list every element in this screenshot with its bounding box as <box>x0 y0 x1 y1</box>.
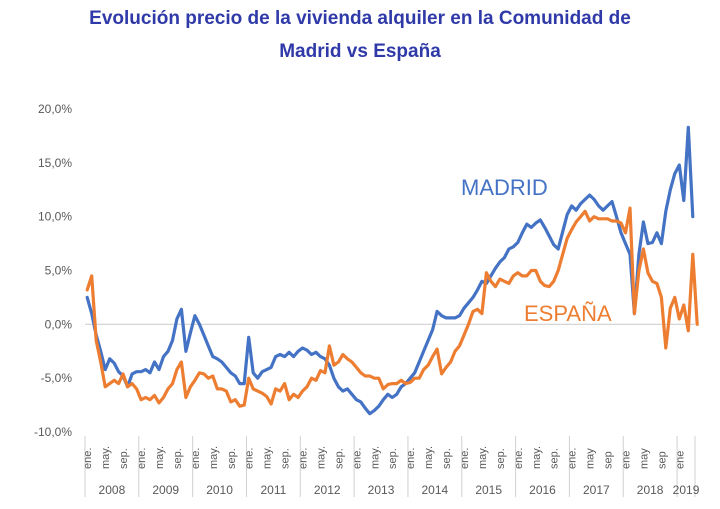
series-line-espana <box>85 206 699 408</box>
year-tick-label: 2017 <box>583 483 610 497</box>
month-tick-label: may. <box>208 446 220 469</box>
month-tick-label: may. <box>100 446 112 469</box>
month-tick-label: may. <box>531 446 543 469</box>
year-tick-label: 2012 <box>314 483 341 497</box>
month-tick-label: sep. <box>495 448 507 469</box>
month-tick-label: ene <box>620 451 632 469</box>
y-tick-label: -5,0% <box>41 371 73 385</box>
month-tick-label: ene. <box>244 448 256 469</box>
month-tick-label: ene. <box>459 448 471 469</box>
month-tick-label: may. <box>477 446 489 469</box>
month-tick-label: sep. <box>441 448 453 469</box>
chart-title-line-1: Evolución precio de la vivienda alquiler… <box>89 8 631 29</box>
month-tick-label: ene. <box>405 448 417 469</box>
month-tick-label: may <box>585 448 597 469</box>
month-tick-label: sep. <box>280 448 292 469</box>
year-tick-label: 2009 <box>152 483 179 497</box>
month-tick-label: sep. <box>333 448 345 469</box>
year-tick-label: 2008 <box>99 483 126 497</box>
year-tick-label: 2011 <box>260 483 286 497</box>
x-axis: ene. may. sep. 2008 ene. may. sep. 2009 ene. may.… <box>82 436 700 497</box>
year-tick-label: 2015 <box>475 483 502 497</box>
month-tick-label: sep <box>656 451 668 469</box>
year-tick-label: 2019 <box>673 483 700 497</box>
month-tick-label: ene. <box>82 448 94 469</box>
year-tick-label: 2010 <box>206 483 233 497</box>
month-tick-label: may. <box>315 446 327 469</box>
month-tick-label: may. <box>262 446 274 469</box>
month-tick-label: sep. <box>549 448 561 469</box>
month-tick-label: sep. <box>226 448 238 469</box>
y-tick-label: -10,0% <box>34 425 72 439</box>
month-tick-label: may. <box>369 446 381 469</box>
month-tick-label: may. <box>154 446 166 469</box>
y-tick-label: 15,0% <box>38 156 72 170</box>
month-tick-label: sep. <box>118 448 130 469</box>
y-axis: 20,0% 15,0% 10,0% 5,0% 0,0% -5,0% -10,0% <box>34 102 72 439</box>
month-tick-label: sep <box>603 451 615 469</box>
month-tick-label: ene. <box>136 448 148 469</box>
series-label-madrid: MADRID <box>461 175 548 200</box>
y-tick-label: 5,0% <box>45 264 73 278</box>
series-line-madrid <box>85 125 695 416</box>
month-tick-label: ene. <box>513 448 525 469</box>
series-label-espana: ESPAÑA <box>524 301 612 326</box>
y-tick-label: 0,0% <box>45 317 73 331</box>
y-tick-label: 20,0% <box>38 102 72 116</box>
month-tick-label: ene. <box>351 448 363 469</box>
month-tick-label: may <box>638 448 650 469</box>
month-tick-label: ene. <box>567 448 579 469</box>
chart-title-line-2: Madrid vs España <box>279 41 441 62</box>
month-tick-label: ene. <box>298 448 310 469</box>
month-tick-label: ene <box>674 451 686 469</box>
series-group <box>85 125 699 416</box>
month-tick-label: ene. <box>190 448 202 469</box>
month-tick-label: may. <box>423 446 435 469</box>
year-tick-label: 2014 <box>422 483 449 497</box>
month-tick-label: sep. <box>387 448 399 469</box>
year-tick-label: 2016 <box>529 483 556 497</box>
year-tick-label: 2013 <box>368 483 395 497</box>
year-tick-label: 2018 <box>637 483 664 497</box>
y-tick-label: 10,0% <box>38 210 72 224</box>
month-tick-label: sep. <box>172 448 184 469</box>
